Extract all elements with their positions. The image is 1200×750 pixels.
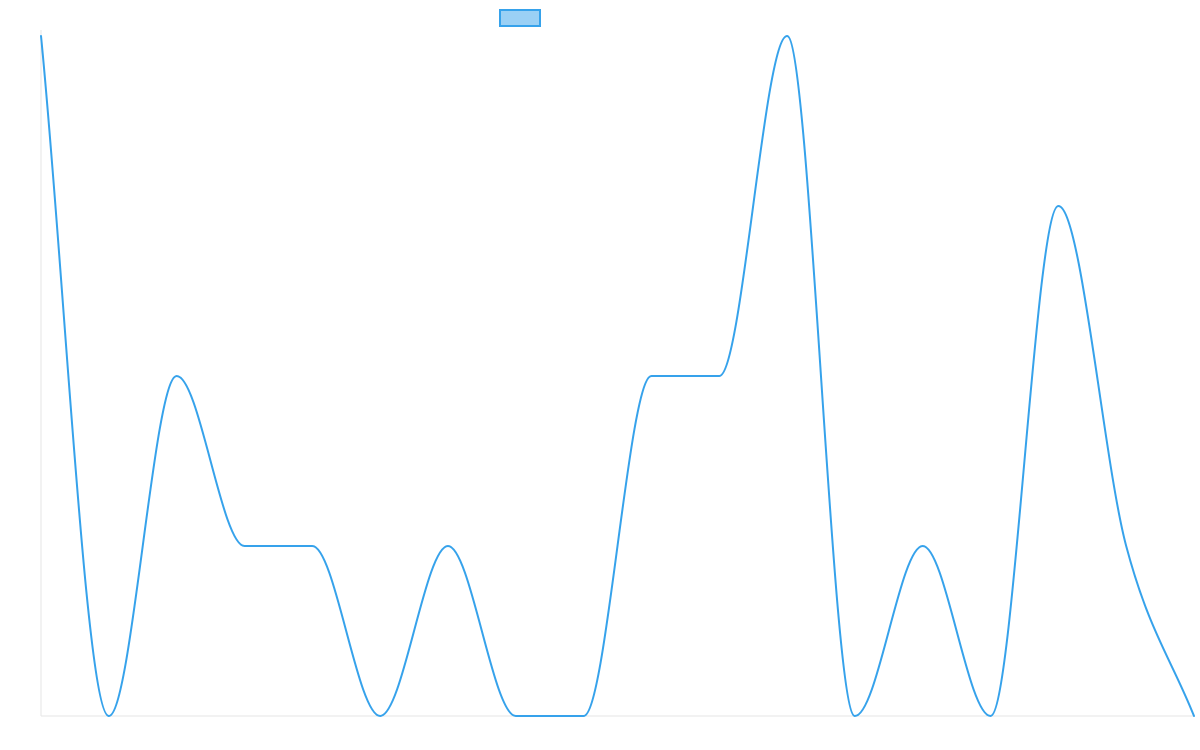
- series-group: [40, 35, 1195, 718]
- series-line[interactable]: [40, 35, 1195, 718]
- legend-swatch[interactable]: [499, 9, 541, 27]
- axes: [40, 30, 1194, 717]
- legend[interactable]: [499, 9, 541, 27]
